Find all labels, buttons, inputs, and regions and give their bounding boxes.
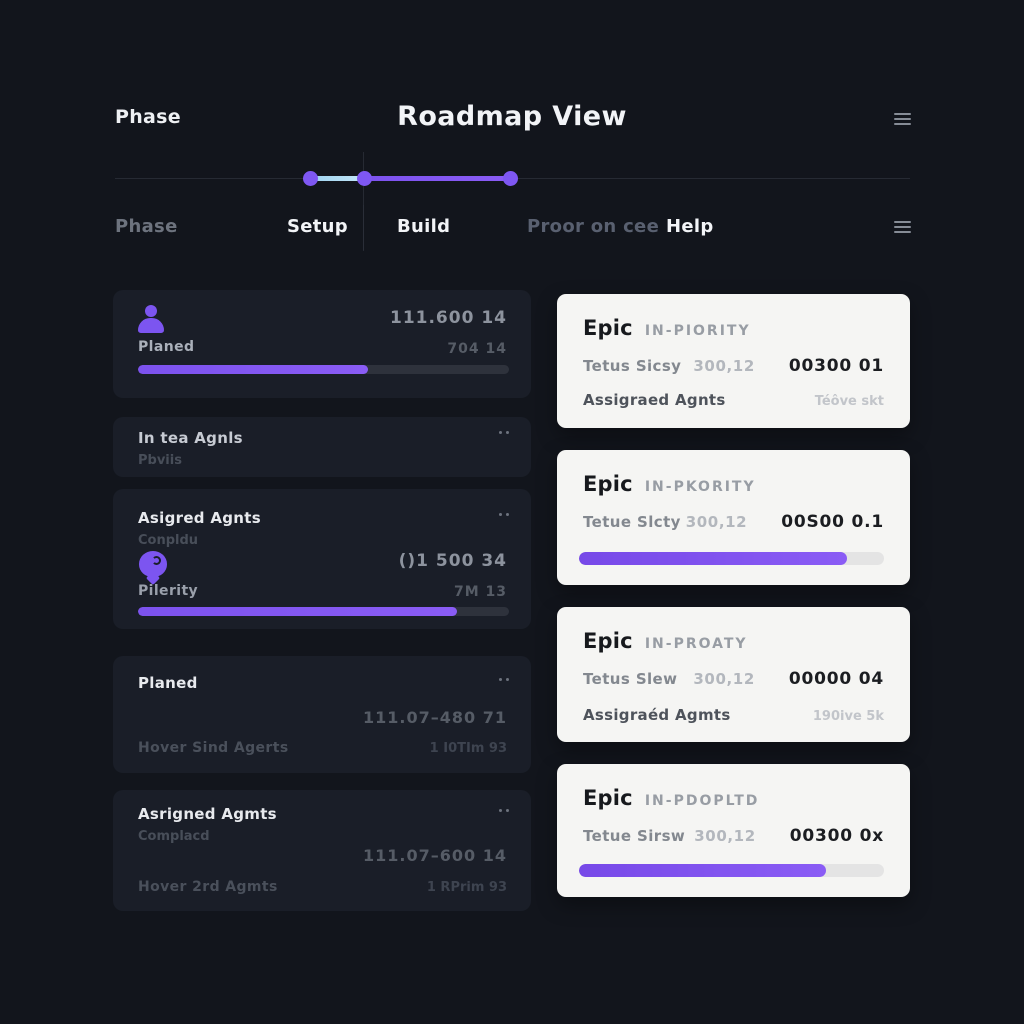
person-icon	[138, 305, 164, 333]
timeline-dot-1[interactable]	[303, 171, 318, 186]
more-options-icon[interactable]	[499, 431, 509, 434]
card-planned-range[interactable]: Planed 111.07–480 71 Hover Sind Agerts 1…	[113, 656, 531, 773]
nav-item-setup[interactable]: Setup	[287, 216, 348, 237]
card-assigned-agents-priority[interactable]: Asigred Agnts Conpldu ()1 500 34 Pilerit…	[113, 489, 531, 629]
footer-right: 1 RPrim 93	[426, 880, 507, 895]
progress-fill	[579, 552, 848, 565]
progress-fill	[579, 864, 827, 877]
card-assigned-agents-completed[interactable]: Asrigned Agmts Complacd 111.07–600 14 Ho…	[113, 790, 531, 911]
nav-item-build[interactable]: Build	[397, 216, 451, 237]
epic-row-label: Tetus Slew	[583, 670, 678, 688]
footer-left: Hover 2rd Agmts	[138, 879, 278, 895]
epic-tag: IN-PDOPLTD	[644, 793, 760, 809]
epic-row-mid: 300,12	[693, 670, 755, 688]
card-subtitle: Pbviis	[138, 453, 182, 468]
header-phase-label: Phase	[115, 106, 181, 128]
footer-left: Hover Sind Agerts	[138, 740, 289, 756]
card-label: Planed	[138, 339, 195, 355]
progress-bar	[138, 365, 509, 374]
timeline-segment-purple	[364, 176, 510, 181]
pin-icon	[139, 551, 167, 586]
more-options-icon[interactable]	[499, 809, 509, 812]
epic-title: Epic	[583, 786, 633, 810]
more-options-icon[interactable]	[499, 678, 509, 681]
stat-value: 111.600 14	[389, 308, 507, 328]
timeline-dot-2[interactable]	[357, 171, 372, 186]
epic-row-mid: 300,12	[694, 827, 756, 845]
card-subtitle: Complacd	[138, 829, 210, 844]
progress-bar	[579, 552, 884, 565]
progress-fill	[138, 607, 458, 616]
progress-bar	[579, 864, 884, 877]
menu-icon[interactable]	[894, 113, 911, 125]
nav-item-faded[interactable]: Proor on cee	[527, 216, 660, 237]
epic-card-1[interactable]: Epic IN-PIORITY Tetus Sicsy 300,12 00300…	[557, 294, 910, 428]
epic-footer-right: 190ive 5k	[812, 709, 884, 724]
timeline-segment-blue	[310, 176, 364, 181]
epic-tag: IN-PROATY	[644, 636, 748, 652]
card-label: Pilerity	[138, 583, 199, 599]
stat-secondary: 7M 13	[453, 584, 507, 600]
epic-row-label: Tetue Slcty	[583, 513, 681, 531]
epic-row-mid: 300,12	[685, 513, 748, 531]
epic-row-value: 00000 04	[788, 669, 884, 689]
epic-card-4[interactable]: Epic IN-PDOPLTD Tetue Sirsw 300,12 00300…	[557, 764, 910, 897]
page-title: Roadmap View	[397, 101, 627, 132]
epic-row-mid: 300,12	[693, 357, 755, 375]
card-title: In tea Agnls	[138, 429, 243, 447]
range-value: 111.07–600 14	[363, 846, 507, 865]
epic-footer-right: Téôve skt	[814, 394, 884, 409]
timeline-dot-3[interactable]	[503, 171, 518, 186]
more-options-icon[interactable]	[499, 513, 509, 516]
progress-fill	[138, 365, 369, 374]
card-title: Asigred Agnts	[138, 509, 261, 527]
epic-tag: IN-PIORITY	[644, 323, 751, 339]
epic-card-2[interactable]: Epic IN-PKORITY Tetue Slcty 300,12 00S00…	[557, 450, 910, 585]
epic-row-value: 00S00 0.1	[781, 512, 884, 532]
epic-row-value: 00300 01	[788, 356, 884, 376]
epic-row-label: Tetus Sicsy	[583, 357, 682, 375]
nav-item-help[interactable]: Help	[666, 216, 714, 237]
progress-bar	[138, 607, 509, 616]
epic-row-label: Tetue Sirsw	[583, 827, 686, 845]
epic-title: Epic	[583, 629, 633, 653]
card-in-tea-agents[interactable]: In tea Agnls Pbviis	[113, 417, 531, 477]
epic-title: Epic	[583, 472, 633, 496]
epic-tag: IN-PKORITY	[644, 479, 756, 495]
timeline-divider-line	[363, 152, 364, 251]
epic-footer-left: Assigraed Agnts	[583, 391, 726, 409]
card-subtitle: Conpldu	[138, 533, 199, 548]
epic-footer-left: Assigraéd Agmts	[583, 706, 731, 724]
stat-secondary: 704 14	[447, 341, 507, 357]
epic-row-value: 00300 0x	[789, 826, 884, 846]
nav-menu-icon[interactable]	[894, 221, 911, 233]
range-value: 111.07–480 71	[363, 708, 507, 727]
card-title: Planed	[138, 674, 198, 692]
epic-title: Epic	[583, 316, 633, 340]
nav-item-phase[interactable]: Phase	[115, 216, 178, 237]
card-planned-progress[interactable]: 111.600 14 Planed 704 14	[113, 290, 531, 398]
card-title: Asrigned Agmts	[138, 805, 277, 823]
footer-right: 1 I0TIm 93	[429, 741, 507, 756]
nav-divider	[363, 205, 364, 250]
stat-value: ()1 500 34	[398, 551, 507, 571]
epic-card-3[interactable]: Epic IN-PROATY Tetus Slew 300,12 00000 0…	[557, 607, 910, 742]
